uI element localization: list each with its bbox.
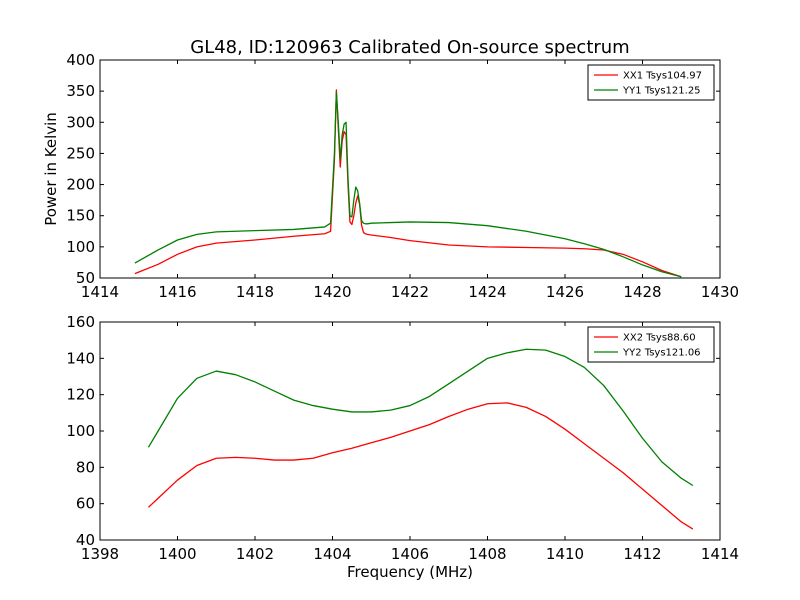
y-tick-label: 300 [66, 113, 95, 131]
x-tick-label: 1412 [623, 545, 661, 563]
legend-box [587, 64, 715, 101]
y-tick-label: 60 [76, 495, 95, 513]
y-tick-label: 150 [66, 207, 95, 225]
series-line-yy [147, 348, 694, 487]
y-tick-label: 50 [76, 269, 95, 287]
x-tick-label: 1404 [313, 545, 351, 563]
top-panel: 1414 1416 1418 1420 1422 1424 1426 1428 1430 50 10… [42, 51, 739, 301]
x-tick-label: 1416 [158, 283, 196, 301]
x-tick-label: 1414 [81, 283, 119, 301]
legend-label: YY1 Tsys121.25 [622, 86, 701, 97]
x-tick-label: 1430 [701, 283, 739, 301]
x-tick-label: 1408 [468, 545, 506, 563]
x-tick-label: 1406 [391, 545, 429, 563]
y-tick-label: 120 [66, 386, 95, 404]
y-tick-label: 160 [66, 313, 95, 331]
x-tick-label: 1422 [391, 283, 429, 301]
legend-label: XX2 Tsys88.60 [623, 333, 696, 344]
y-tick-label: 100 [66, 422, 95, 440]
chart-title: GL48, ID:120963 Calibrated On-source spe… [190, 37, 629, 58]
x-tick-label: 1428 [623, 283, 661, 301]
x-tick-label: 1424 [468, 283, 506, 301]
legend-label: YY2 Tsys121.06 [622, 348, 701, 359]
y-tick-label: 80 [76, 458, 95, 476]
y-tick-label: 140 [66, 349, 95, 367]
x-tick-label: 1400 [158, 545, 196, 563]
x-axis-label: Frequency (MHz) [347, 563, 473, 581]
y-tick-label: 350 [66, 82, 95, 100]
y-tick-label: 200 [66, 176, 95, 194]
y-tick-label: 400 [66, 51, 95, 69]
series-line-xx [147, 402, 694, 530]
y-tick-label: 100 [66, 238, 95, 256]
legend-box [587, 326, 715, 363]
bottom-panel: 1398 1400 1402 1404 1406 1408 1410 1412 1414 40 60… [66, 313, 739, 581]
y-tick-label: 40 [76, 531, 95, 549]
x-tick-label: 1414 [701, 545, 739, 563]
series-line-yy [134, 91, 682, 278]
series-line-xx [134, 89, 682, 278]
x-tick-label: 1398 [81, 545, 119, 563]
x-tick-label: 1410 [546, 545, 584, 563]
y-tick-label: 250 [66, 144, 95, 162]
x-tick-label: 1420 [313, 283, 351, 301]
legend-label: XX1 Tsys104.97 [623, 71, 702, 82]
x-tick-label: 1402 [236, 545, 274, 563]
x-tick-label: 1426 [546, 283, 584, 301]
y-axis-label: Power in Kelvin [42, 112, 60, 226]
x-tick-label: 1418 [236, 283, 274, 301]
